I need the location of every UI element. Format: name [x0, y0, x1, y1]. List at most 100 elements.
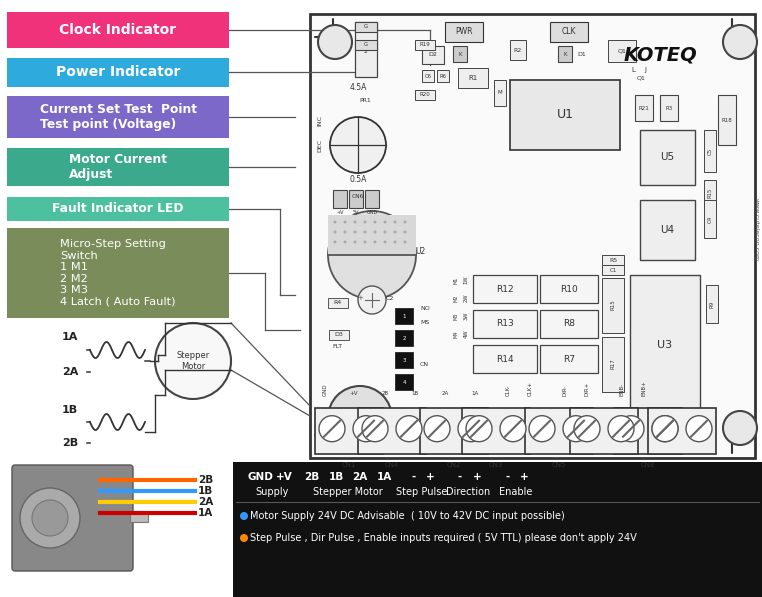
Circle shape [723, 25, 757, 59]
Bar [640, 200, 695, 260]
Text: 2A: 2A [352, 472, 367, 482]
Circle shape [723, 411, 757, 445]
Bar [525, 408, 593, 454]
Bar [602, 337, 624, 392]
Text: FLT: FLT [332, 343, 342, 349]
Text: R1: R1 [469, 75, 478, 81]
Text: +: + [520, 472, 528, 482]
Text: 5V: 5V [353, 210, 359, 214]
Circle shape [344, 220, 347, 223]
Bar [550, 22, 588, 42]
Text: R10: R10 [560, 285, 578, 294]
Bar [540, 275, 598, 303]
Text: GND: GND [367, 210, 378, 214]
Bar [602, 255, 624, 265]
Bar [660, 95, 678, 121]
Text: CN2: CN2 [447, 462, 461, 468]
Circle shape [344, 241, 347, 244]
Bar [558, 46, 572, 62]
Text: R7: R7 [563, 355, 575, 364]
Text: 2A: 2A [198, 497, 213, 507]
Bar [395, 308, 413, 324]
Circle shape [404, 241, 406, 244]
Bar [328, 298, 348, 308]
Text: D2: D2 [428, 53, 437, 57]
FancyBboxPatch shape [12, 465, 133, 571]
Bar [358, 408, 426, 454]
Circle shape [363, 230, 367, 233]
Text: 2: 2 [402, 336, 405, 340]
Text: CN
2: CN 2 [361, 44, 370, 54]
Circle shape [373, 230, 376, 233]
Bar [602, 278, 624, 333]
Circle shape [334, 220, 337, 223]
Text: +: + [426, 472, 434, 482]
Bar [473, 275, 537, 303]
Text: CN1: CN1 [341, 462, 357, 468]
Circle shape [686, 416, 712, 442]
Circle shape [563, 416, 589, 442]
Text: 1B: 1B [62, 405, 78, 415]
Circle shape [500, 416, 526, 442]
Text: 3: 3 [402, 358, 405, 362]
Text: DIR+: DIR+ [584, 381, 590, 396]
Text: R4: R4 [334, 300, 342, 306]
Text: Clock Indicator: Clock Indicator [59, 23, 177, 37]
Text: CN4: CN4 [385, 462, 399, 468]
Bar [7, 96, 229, 138]
Text: 2A: 2A [441, 391, 449, 396]
Text: 4.5A: 4.5A [349, 82, 367, 91]
Circle shape [20, 488, 80, 548]
Bar [310, 14, 755, 458]
Bar [570, 408, 638, 454]
Bar [415, 40, 435, 50]
Bar [473, 310, 537, 338]
Circle shape [155, 323, 231, 399]
Text: +V: +V [350, 391, 358, 396]
Text: K: K [458, 51, 462, 57]
Circle shape [240, 512, 248, 520]
Text: M: M [498, 91, 502, 96]
Bar [395, 352, 413, 368]
Text: M2: M2 [453, 294, 459, 301]
Circle shape [652, 416, 678, 442]
Text: Motor Supply 24V DC Advisable  ( 10V to 42V DC input possible): Motor Supply 24V DC Advisable ( 10V to 4… [250, 511, 565, 521]
Text: C4: C4 [707, 216, 712, 223]
Bar [329, 330, 349, 340]
Bar [635, 95, 653, 121]
Text: L: L [631, 67, 635, 73]
Bar [706, 285, 718, 323]
Circle shape [330, 117, 386, 173]
Text: D1: D1 [578, 51, 587, 57]
Text: U4: U4 [660, 225, 674, 235]
Text: R21: R21 [639, 106, 649, 110]
Text: NO: NO [420, 306, 430, 310]
Text: 1A: 1A [198, 508, 213, 518]
Text: GND: GND [322, 383, 328, 396]
Text: M1: M1 [453, 276, 459, 284]
Circle shape [383, 230, 386, 233]
Bar [333, 190, 347, 208]
Circle shape [334, 241, 337, 244]
Text: 4: 4 [402, 380, 405, 384]
Text: INC: INC [318, 115, 322, 125]
Circle shape [353, 416, 379, 442]
Text: ENB-: ENB- [620, 383, 625, 396]
Text: www.cutelecon.com: www.cutelecon.com [754, 198, 758, 261]
Bar [415, 90, 435, 100]
Text: M4: M4 [453, 330, 459, 338]
Text: U2: U2 [415, 248, 425, 257]
Circle shape [363, 241, 367, 244]
Bar [473, 345, 537, 373]
Circle shape [404, 220, 406, 223]
Text: R14: R14 [496, 355, 514, 364]
Circle shape [319, 416, 345, 442]
Text: 4W: 4W [463, 330, 469, 338]
Bar [130, 512, 148, 522]
Text: +V: +V [276, 472, 293, 482]
Text: C5: C5 [707, 147, 712, 155]
Circle shape [362, 416, 388, 442]
Bar [510, 40, 526, 60]
Text: 1B: 1B [198, 486, 213, 496]
Text: 1A: 1A [472, 391, 479, 396]
